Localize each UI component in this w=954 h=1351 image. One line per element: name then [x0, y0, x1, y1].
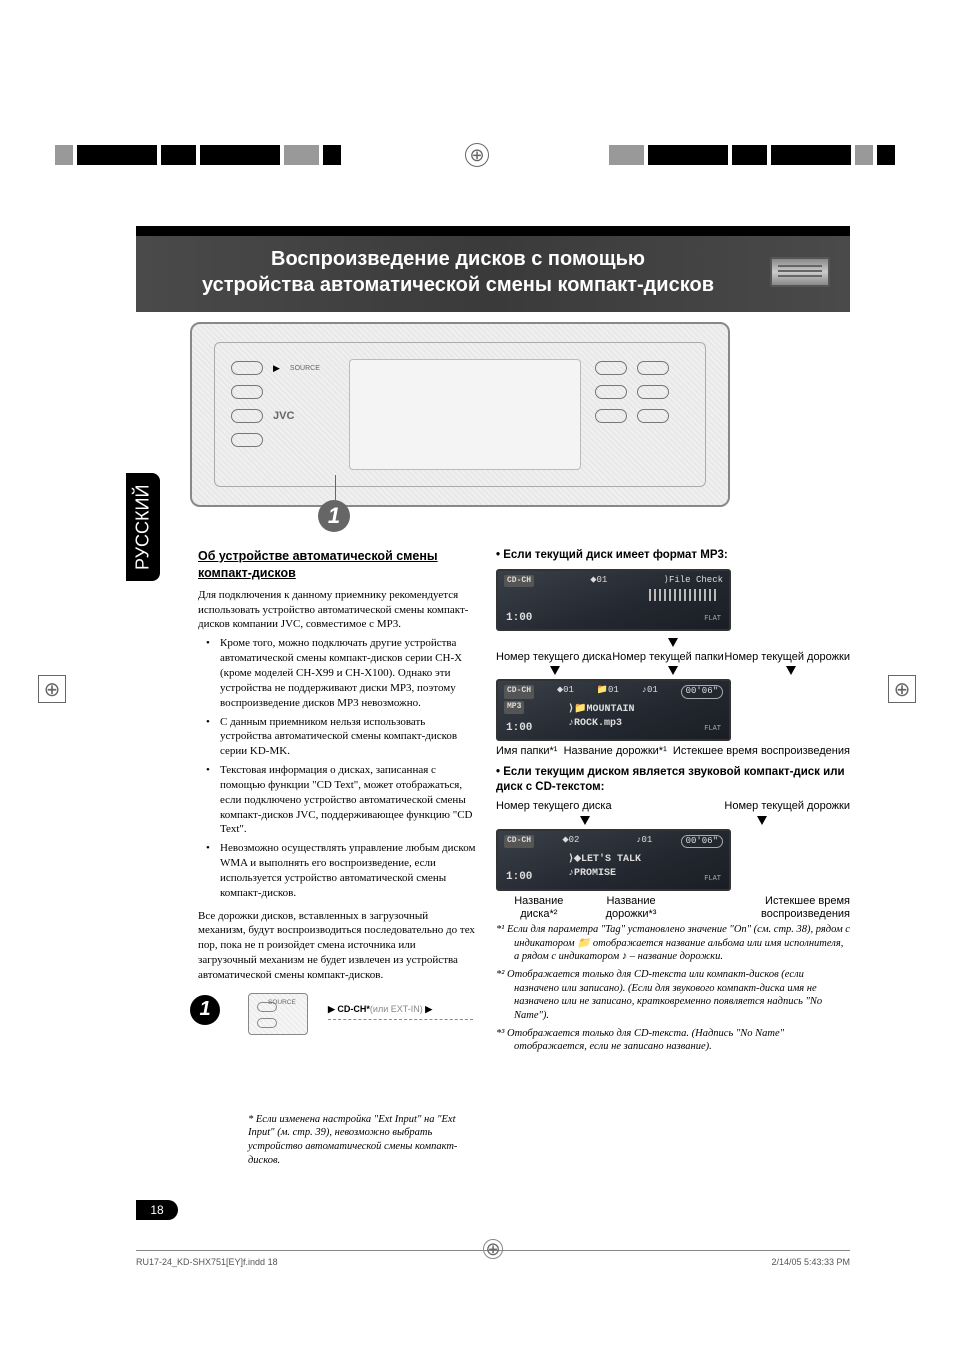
page-number: 18 [136, 1200, 178, 1220]
crop-marks [0, 145, 954, 175]
intro-paragraph: Для подключения к данному приемнику реко… [198, 588, 476, 633]
source-label: SOURCE [268, 999, 296, 1008]
device-illustration: ▶ SOURCE JVC [190, 322, 730, 507]
source-button-label: SOURCE [290, 365, 320, 372]
registration-mark [483, 1239, 503, 1259]
list-item: Невозможно осуществлять управление любым… [210, 841, 476, 900]
lcd-display-1: CD-CH ⬥01 ⟩File Check 1:00 FLAT [496, 569, 731, 631]
footnote: * Если изменена настройка "Ext Input" на… [198, 1113, 476, 1168]
callout-line [335, 475, 336, 500]
section-heading: Об устройстве автоматической смены компа… [198, 548, 476, 582]
label-row: Номер текущего диска Номер текущей папки… [496, 651, 850, 664]
source-select-diagram: 1 SOURCE ▶ CD-CH*(или EXT-IN) ▶ [198, 993, 476, 1063]
registration-mark-left [38, 675, 66, 703]
label-row: Название диска*² Название дорожки*³ Исте… [496, 895, 850, 921]
language-tab: РУССКИЙ [126, 473, 160, 581]
step-marker: 1 [190, 995, 220, 1025]
top-bar [136, 226, 850, 236]
cd-changer-icon [770, 257, 830, 287]
footer-filename: RU17-24_KD-SHX751[EY]f.indd 18 [136, 1257, 278, 1267]
footnote-1: *¹ Если для параметра "Tag" установлено … [496, 923, 850, 964]
mp3-heading: Если текущий диск имеет формат MP3: [496, 548, 850, 563]
label-row: Имя папки*¹ Название дорожки*¹ Истекшее … [496, 745, 850, 758]
title-line-1: Воспроизведение дисков с помощью [271, 248, 645, 270]
footer-timestamp: 2/14/05 5:43:33 PM [771, 1257, 850, 1267]
right-column: Если текущий диск имеет формат MP3: CD-C… [496, 548, 850, 1167]
content-columns: Об устройстве автоматической смены компа… [198, 548, 850, 1167]
manual-page: Воспроизведение дисков с помощью устройс… [0, 0, 954, 1351]
step-marker-1: 1 [318, 500, 350, 532]
paragraph: Все дорожки дисков, вставленных в загруз… [198, 909, 476, 983]
title-line-2: устройства автоматической смены компакт-… [202, 274, 714, 296]
lcd-display-2: CD-CH ⬥01 📁01 ♪01 00'06" ⟩📁MOUNTAIN ♪ROC… [496, 679, 731, 741]
page-title: Воспроизведение дисков с помощью устройс… [156, 246, 760, 298]
jvc-brand: JVC [273, 410, 294, 422]
source-selection-text: ▶ CD-CH*(или EXT-IN) ▶ [328, 1003, 432, 1015]
cd-heading: Если текущим диском является звуковой ко… [496, 765, 850, 795]
registration-mark [465, 143, 489, 167]
bullet-list: Кроме того, можно подключать другие устр… [198, 636, 476, 900]
list-item: Кроме того, можно подключать другие устр… [210, 636, 476, 710]
down-arrow-icon [496, 635, 850, 649]
footnote-3: *³ Отображается только для CD-текста. (Н… [496, 1027, 850, 1054]
label-row: Номер текущего диска Номер текущей дорож… [496, 800, 850, 813]
left-column: Об устройстве автоматической смены компа… [198, 548, 476, 1167]
lcd-display-3: CD-CH ⬥02 ♪01 00'06" ⟩⬥LET'S TALK ♪PROMI… [496, 829, 731, 891]
list-item: Текстовая информация о дисках, записанна… [210, 763, 476, 837]
list-item: С данным приемником нельзя использовать … [210, 715, 476, 760]
footer: RU17-24_KD-SHX751[EY]f.indd 18 2/14/05 5… [136, 1250, 850, 1267]
footnote-2: *² Отображается только для CD-текста или… [496, 968, 850, 1023]
registration-mark-right [888, 675, 916, 703]
page-header: Воспроизведение дисков с помощью устройс… [136, 236, 850, 312]
